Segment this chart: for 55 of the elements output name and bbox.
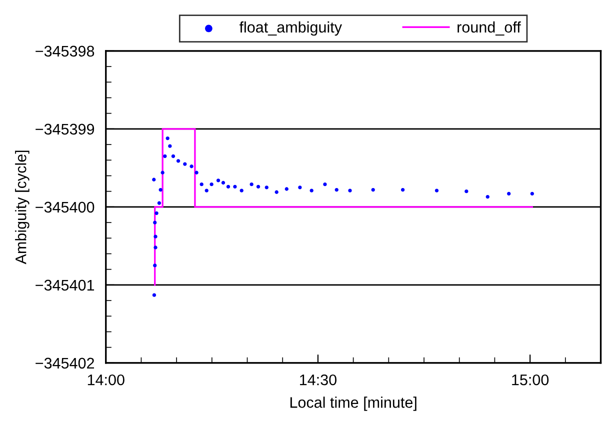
point [163,154,167,158]
x-tick-label: 14:30 [300,374,336,386]
point [250,182,254,186]
point [160,170,164,174]
point [264,186,268,190]
point [323,182,327,186]
y-tick-label: −345401 [36,280,94,291]
point [153,220,157,224]
point [152,178,156,182]
point [200,182,204,186]
point [486,194,490,199]
x-axis-title: Local time [minute] [290,396,416,411]
point [158,188,162,192]
point [194,170,198,174]
point [464,190,468,194]
point [240,188,244,192]
point [530,192,534,196]
point [166,136,170,140]
point [298,186,302,190]
legend-label: float_ambiguity [239,21,342,36]
point [334,188,338,192]
y-tick-label: −345398 [36,46,94,57]
point [157,201,162,205]
point [204,188,208,192]
point [210,182,214,186]
point [221,180,226,185]
point [256,184,260,188]
y-tick-label: −345400 [36,202,94,213]
point [434,188,439,192]
point [507,192,511,196]
legend-label: round_off [458,21,521,36]
point [168,144,172,148]
point [284,187,288,191]
point [216,178,220,182]
x-tick-label: 14:00 [88,374,124,386]
y-tick-label: −345402 [36,358,94,369]
point [154,246,158,250]
y-axis-title: Ambiguity [cycle] [15,150,30,264]
point [274,190,278,194]
point [183,162,187,166]
point [176,159,180,163]
point [310,188,314,192]
point [154,211,158,216]
point [153,264,157,268]
point [226,184,230,188]
point [400,188,405,192]
point [190,164,194,168]
point [171,154,176,158]
point [371,188,375,192]
y-tick-label: −345399 [36,124,94,135]
x-tick-label: 15:00 [512,374,549,386]
point [154,234,158,238]
point [348,188,352,192]
point [152,293,156,297]
point [233,184,237,188]
